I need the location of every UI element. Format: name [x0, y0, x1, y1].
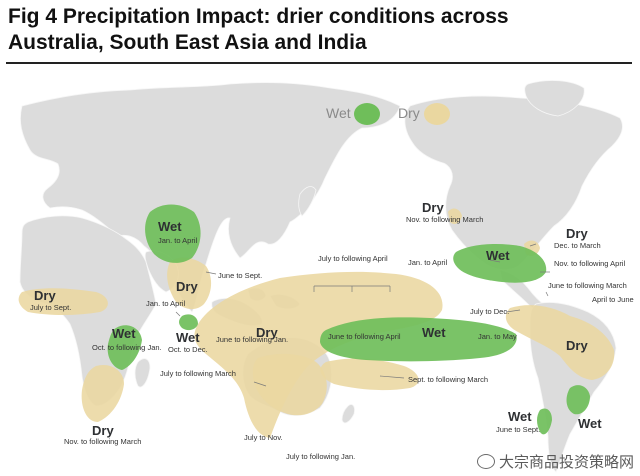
period-dry-sept: Sept. to following March [408, 375, 488, 384]
wet-region-us-south [453, 244, 547, 283]
wet-region-east-africa [107, 325, 142, 370]
label-wet-central-asia: Wet [158, 219, 182, 234]
label-wet-chile: Wet [508, 409, 532, 424]
label-dry-west-africa: Dry [34, 288, 56, 303]
wet-region-chile [537, 408, 552, 435]
period-wet-east-africa: Oct. to following Jan. [92, 343, 162, 352]
period-dry-india: June to Sept. [218, 271, 262, 280]
period-wet-pacific: June to following April [328, 332, 401, 341]
label-dry-india: Dry [176, 279, 198, 294]
period-dry-amazon: July to Dec. [470, 307, 509, 316]
dry-region-west-africa [18, 288, 108, 315]
period-wet-sri-lanka: Oct. to Dec. [168, 345, 208, 354]
region-periods: July to Sept. Oct. to following Jan. Nov… [30, 215, 634, 461]
chat-icon [476, 454, 495, 469]
label-wet-east-africa: Wet [112, 326, 136, 341]
period-dry-pacific: July to following April [318, 254, 388, 263]
period-dry-us-east: Dec. to March [554, 241, 601, 250]
dry-regions [18, 208, 615, 438]
publisher-name: 大宗商品投资策略网 [498, 454, 634, 471]
label-dry-indonesia: Dry [256, 325, 278, 340]
figure-title: Fig 4 Precipitation Impact: drier condit… [8, 4, 632, 56]
period-wet-central-asia: Jan. to April [158, 236, 198, 245]
period-dry-australia-2: July to Nov. [244, 433, 283, 442]
period-wet-us-south: Jan. to April [408, 258, 448, 267]
world-map: Wet Dry Dry Wet Dry Wet Dry Wet Dry Wet … [0, 66, 640, 476]
label-dry-us-east: Dry [566, 226, 588, 241]
publisher-watermark: 大宗商品投资策略网 [476, 451, 634, 472]
legend-dry-label: Dry [398, 105, 420, 121]
period-wet-chile: June to Sept. [496, 425, 540, 434]
legend-wet-label: Wet [326, 105, 351, 121]
period-dry-indonesia: June to following Jan. [216, 335, 288, 344]
period-wet-us-south-2: Nov. to following April [554, 259, 625, 268]
region-words: Dry Wet Dry Wet Dry Wet Dry Wet Dry Wet … [34, 200, 602, 438]
label-wet-sri-lanka: Wet [176, 330, 200, 345]
dry-region-india [167, 257, 212, 310]
wet-regions [107, 204, 590, 435]
dry-region-pacific-indonesia [194, 271, 443, 438]
title-rule [6, 62, 632, 64]
dry-region-south-africa [81, 364, 124, 422]
period-dry-australia: July to following March [160, 369, 236, 378]
label-wet-argentina: Wet [578, 416, 602, 431]
period-dry-caribbean: June to following March [548, 281, 627, 290]
label-wet-pacific: Wet [422, 325, 446, 340]
period-wet-pacific-2: Jan. to May [478, 332, 517, 341]
dry-region-caribbean [505, 305, 615, 380]
period-dry-south-africa: Nov. to following March [64, 437, 141, 446]
pointer-lines [175, 243, 550, 387]
legend: Wet Dry [326, 103, 450, 125]
figure-title-line-2: Australia, South East Asia and India [8, 31, 367, 54]
land-eurasia [20, 82, 401, 313]
period-dry-amazon-2: April to June [592, 295, 634, 304]
period-dry-west-africa: July to Sept. [30, 303, 71, 312]
wet-region-sri-lanka [179, 314, 198, 331]
land-greenland [524, 80, 585, 117]
dry-region-north-america [448, 208, 462, 224]
label-dry-north-america: Dry [422, 200, 444, 215]
wet-region-central-asia [145, 204, 201, 263]
land-japan [298, 186, 317, 217]
dry-region-south-pacific [320, 358, 419, 391]
figure-title-line-1: Fig 4 Precipitation Impact: drier condit… [8, 5, 509, 28]
wet-region-argentina [566, 385, 590, 415]
dry-region-australia [252, 353, 327, 416]
land-new-zealand [341, 404, 355, 424]
period-wet-sri-lanka-2: Jan. to April [146, 299, 186, 308]
label-dry-amazon: Dry [566, 338, 588, 353]
label-dry-south-africa: Dry [92, 423, 114, 438]
label-wet-us-south: Wet [486, 248, 510, 263]
period-dry-north-america: Nov. to following March [406, 215, 483, 224]
period-dry-australia-3: July to following Jan. [286, 452, 355, 461]
legend-dry-swatch [424, 103, 450, 125]
land-madagascar [134, 358, 151, 388]
legend-wet-swatch [354, 103, 380, 125]
wet-region-equatorial-pacific [320, 317, 517, 362]
